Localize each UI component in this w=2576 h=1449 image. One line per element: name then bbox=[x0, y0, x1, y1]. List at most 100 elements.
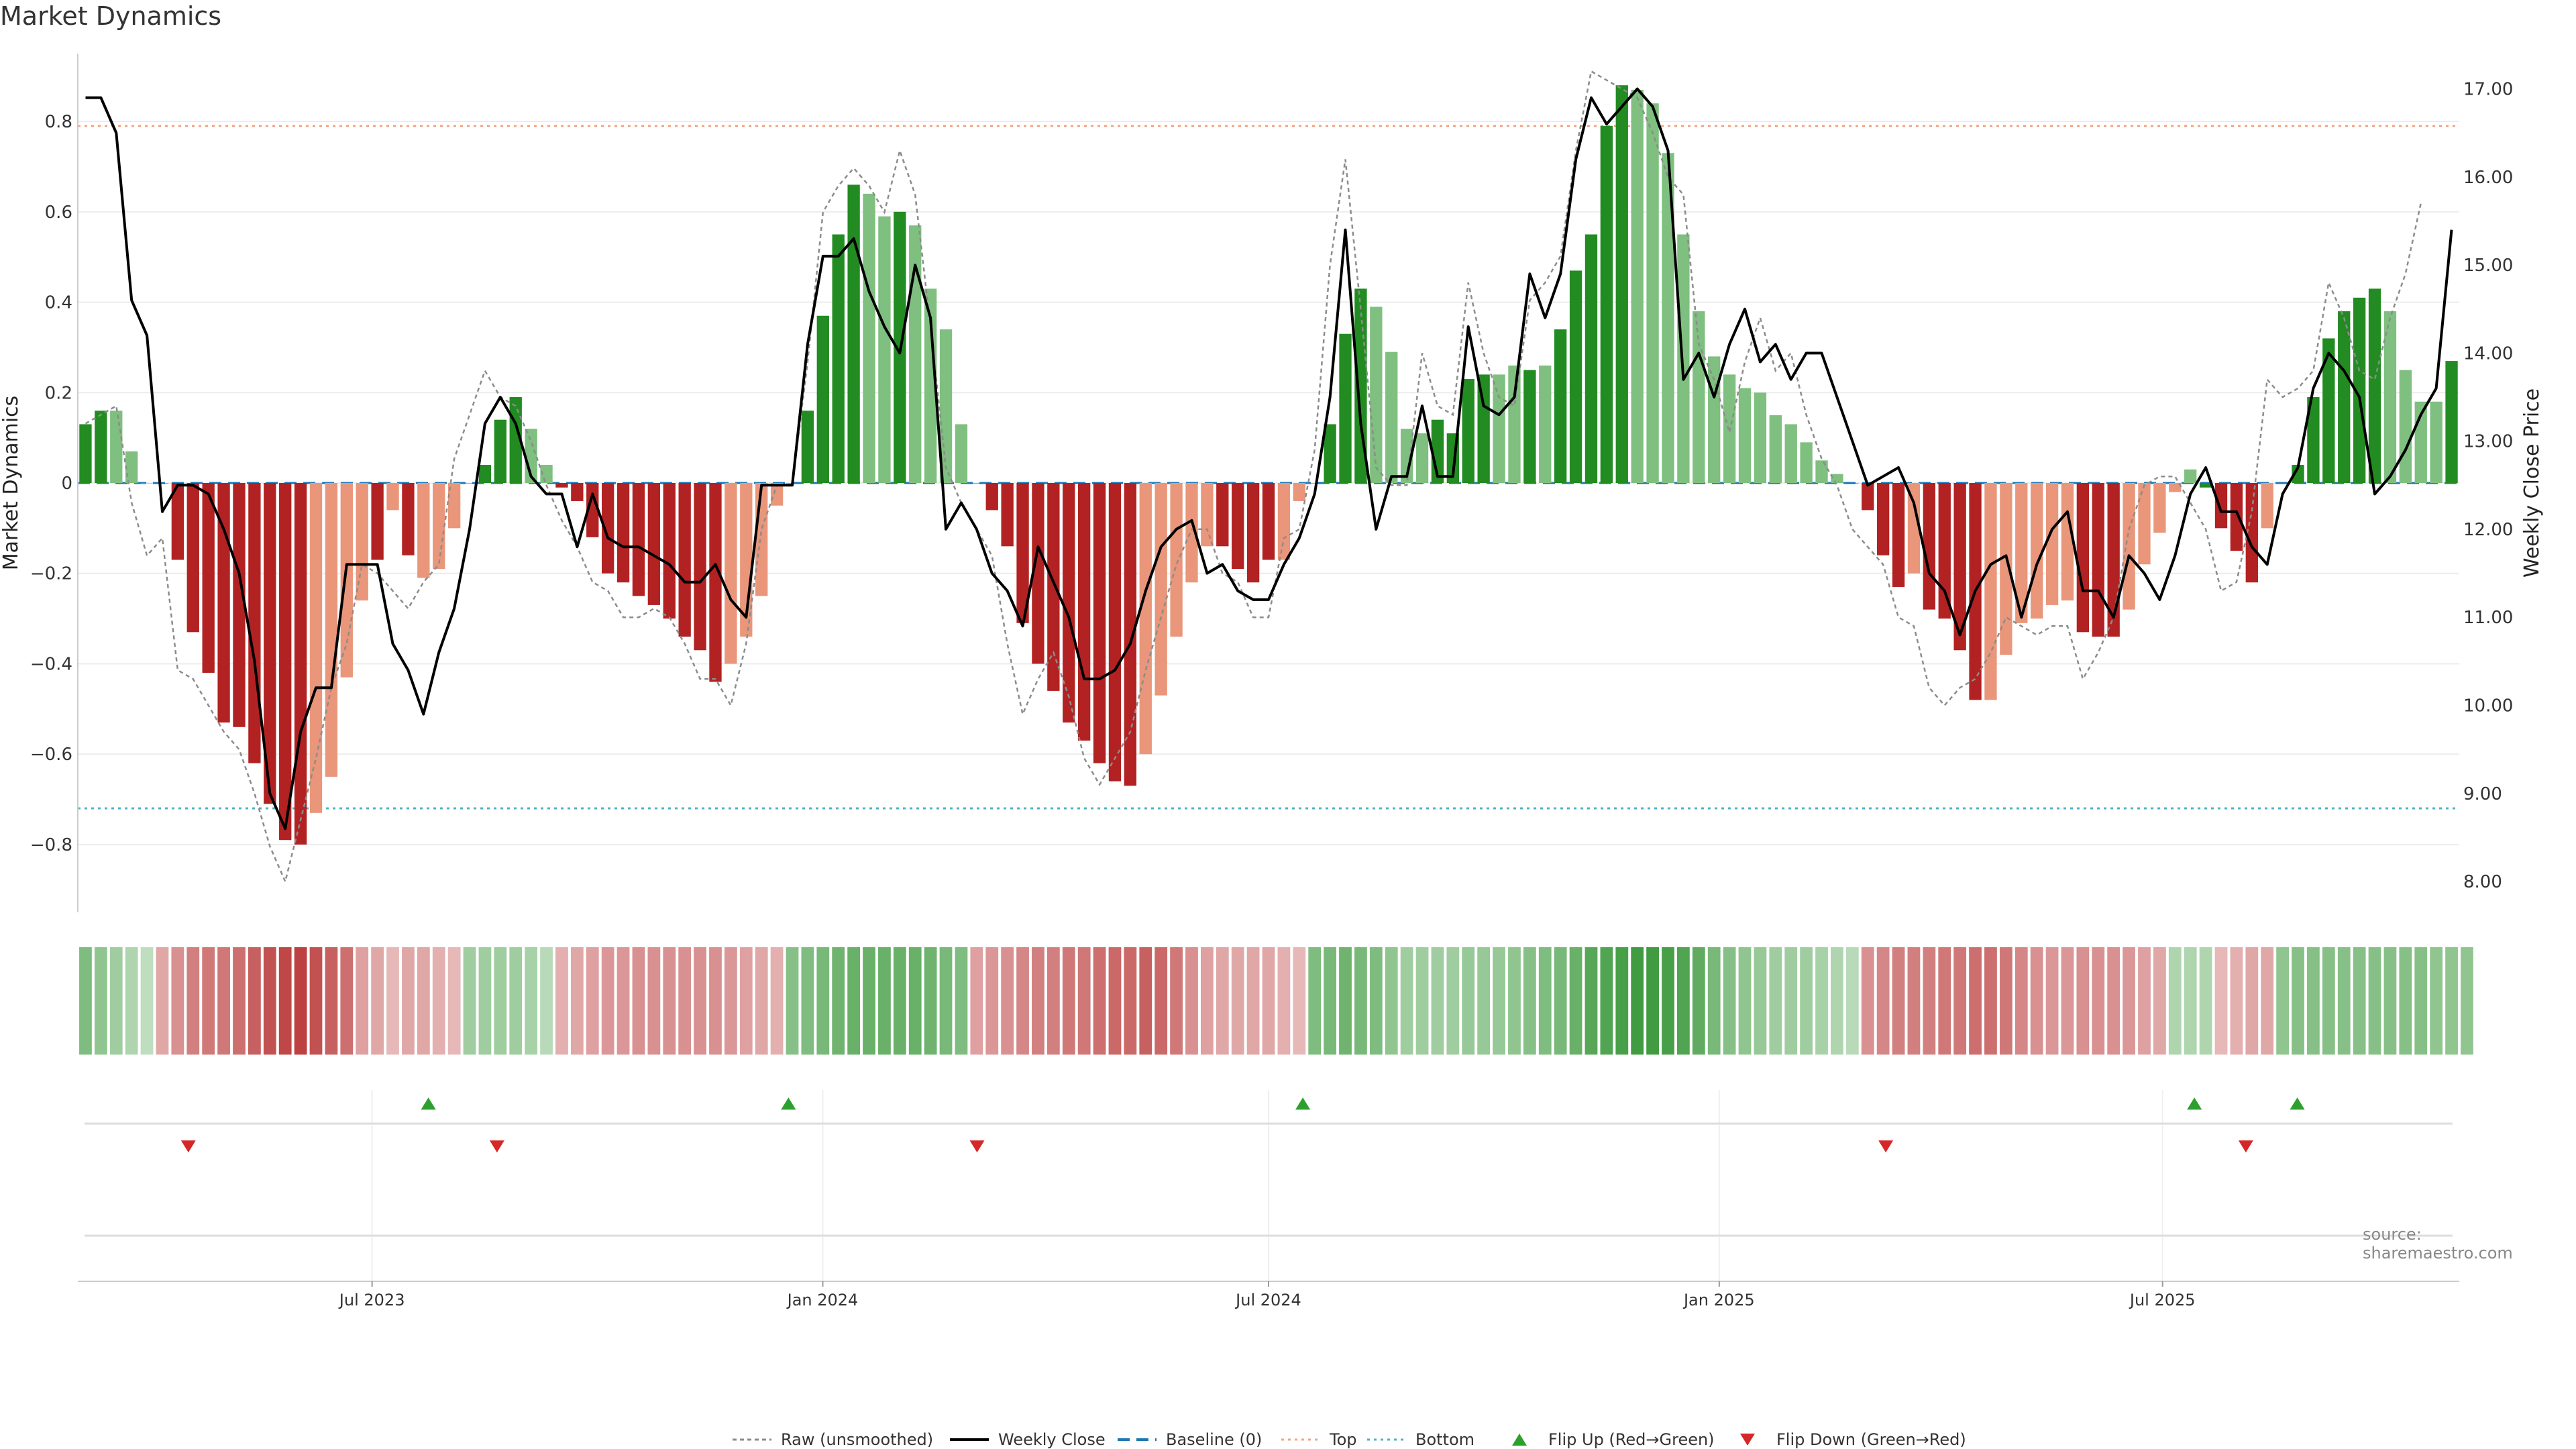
market-dynamics-bar bbox=[801, 411, 814, 483]
heat-strip-cell bbox=[2399, 947, 2412, 1055]
market-dynamics-bar bbox=[1815, 460, 1828, 483]
market-dynamics-bar bbox=[264, 483, 276, 804]
top-line-icon bbox=[1281, 1438, 1320, 1441]
market-dynamics-bar bbox=[140, 483, 154, 484]
market-dynamics-bar bbox=[1907, 483, 1921, 574]
market-dynamics-bar bbox=[1708, 356, 1721, 483]
market-dynamics-bar bbox=[125, 451, 138, 483]
market-dynamics-bar bbox=[1370, 307, 1383, 483]
heat-strip-cell bbox=[616, 947, 630, 1055]
market-dynamics-bar bbox=[340, 483, 353, 678]
market-dynamics-bar bbox=[2045, 483, 2059, 605]
market-dynamics-bar bbox=[156, 483, 169, 484]
market-dynamics-bar bbox=[2153, 483, 2166, 533]
bars bbox=[79, 85, 2458, 845]
heat-strip-cell bbox=[1324, 947, 1337, 1055]
heat-strip-cell bbox=[1032, 947, 1044, 1055]
market-dynamics-bar bbox=[647, 483, 661, 605]
heat-strip-cell bbox=[1462, 947, 1475, 1055]
market-dynamics-bar bbox=[1646, 103, 1659, 483]
market-dynamics-bar bbox=[202, 483, 215, 673]
market-dynamics-bar bbox=[1831, 474, 1843, 483]
heat-strip-cell bbox=[2107, 947, 2121, 1055]
heat-strip-cell bbox=[263, 947, 276, 1055]
market-dynamics-bar bbox=[2199, 483, 2212, 488]
heat-strip-cell bbox=[2015, 947, 2028, 1055]
heat-strip-cell bbox=[1155, 947, 1168, 1055]
y-tick-label: −0.4 bbox=[30, 654, 72, 674]
market-dynamics-bar bbox=[1477, 374, 1490, 483]
market-dynamics-bar bbox=[1277, 483, 1291, 560]
market-dynamics-bar bbox=[1415, 433, 1429, 483]
market-dynamics-bar bbox=[1738, 388, 1752, 483]
heat-strip-cell bbox=[1385, 947, 1398, 1055]
market-dynamics-bar bbox=[233, 483, 246, 727]
legend-item: Bottom bbox=[1366, 1430, 1474, 1449]
heat-strip-cell bbox=[2230, 947, 2243, 1055]
legend-item: Top bbox=[1280, 1430, 1357, 1449]
market-dynamics-bar bbox=[1508, 365, 1521, 483]
market-dynamics-bar bbox=[2399, 370, 2412, 483]
heat-strip-cell bbox=[1723, 947, 1736, 1055]
heat-strip-cell bbox=[709, 947, 722, 1055]
y2-tick-label: 8.00 bbox=[2463, 872, 2502, 892]
market-dynamics-bar bbox=[2076, 483, 2090, 633]
market-dynamics-bar bbox=[1953, 483, 1966, 651]
heat-strip-cell bbox=[1493, 947, 1505, 1055]
heat-strip-cell bbox=[509, 947, 523, 1055]
heat-strip-cell bbox=[1769, 947, 1782, 1055]
bottom-line-icon bbox=[1367, 1438, 1406, 1441]
heat-strip-cell bbox=[1139, 947, 1152, 1055]
market-dynamics-bar bbox=[1293, 483, 1305, 501]
market-dynamics-bar bbox=[1324, 424, 1336, 483]
market-dynamics-bar bbox=[1170, 483, 1183, 637]
heat-strip-cell bbox=[2245, 947, 2259, 1055]
heat-strip-cell bbox=[233, 947, 246, 1055]
heat-strip-cell bbox=[678, 947, 692, 1055]
heat-strip-cell bbox=[371, 947, 384, 1055]
heat-strip-cell bbox=[1262, 947, 1275, 1055]
heat-strip-cell bbox=[663, 947, 676, 1055]
heat-strip-cell bbox=[2445, 947, 2458, 1055]
heat-strip-cell bbox=[1523, 947, 1536, 1055]
market-dynamics-bar bbox=[755, 483, 768, 596]
market-dynamics-bar bbox=[325, 483, 338, 777]
market-dynamics-bar bbox=[1063, 483, 1075, 723]
market-dynamics-bar bbox=[1938, 483, 1951, 619]
heat-strip-cell bbox=[1800, 947, 1813, 1055]
flip-down-marker bbox=[180, 1140, 196, 1152]
market-dynamics-bar bbox=[1339, 333, 1352, 483]
heat-strip-cell bbox=[908, 947, 922, 1055]
legend-label: Top bbox=[1330, 1430, 1357, 1449]
heat-strip-cell bbox=[816, 947, 830, 1055]
market-dynamics-bar bbox=[1862, 483, 1874, 511]
heat-strip-cell bbox=[1124, 947, 1137, 1055]
heat-strip-cell bbox=[1400, 947, 1413, 1055]
market-dynamics-bar bbox=[678, 483, 691, 637]
market-dynamics-bar bbox=[1493, 374, 1505, 483]
heat-strip-cell bbox=[248, 947, 261, 1055]
heat-strip-cell bbox=[1293, 947, 1306, 1055]
heat-strip-cell bbox=[340, 947, 354, 1055]
y-tick-label: −0.8 bbox=[30, 835, 72, 855]
y2-axis-label: Weekly Close Price bbox=[2520, 388, 2544, 578]
market-dynamics-bar bbox=[217, 483, 230, 723]
heat-strip-cell bbox=[2045, 947, 2059, 1055]
market-dynamics-bar bbox=[770, 483, 784, 506]
market-dynamics-bar bbox=[110, 411, 123, 483]
flip-up-marker bbox=[421, 1097, 436, 1110]
heat-strip-cell bbox=[1692, 947, 1705, 1055]
heat-strip-cell bbox=[1446, 947, 1460, 1055]
heat-strip-cell bbox=[278, 947, 292, 1055]
flip-down-marker bbox=[969, 1140, 985, 1152]
baseline-line-icon bbox=[1118, 1438, 1157, 1441]
market-dynamics-bar bbox=[447, 483, 461, 529]
legend-label: Raw (unsmoothed) bbox=[781, 1430, 934, 1449]
market-dynamics-bar bbox=[632, 483, 645, 596]
heat-strip-cell bbox=[463, 947, 476, 1055]
market-dynamics-bar bbox=[1876, 483, 1890, 555]
market-dynamics-bar bbox=[2092, 483, 2104, 637]
heat-strip-cell bbox=[1615, 947, 1629, 1055]
heat-strip-cell bbox=[309, 947, 323, 1055]
